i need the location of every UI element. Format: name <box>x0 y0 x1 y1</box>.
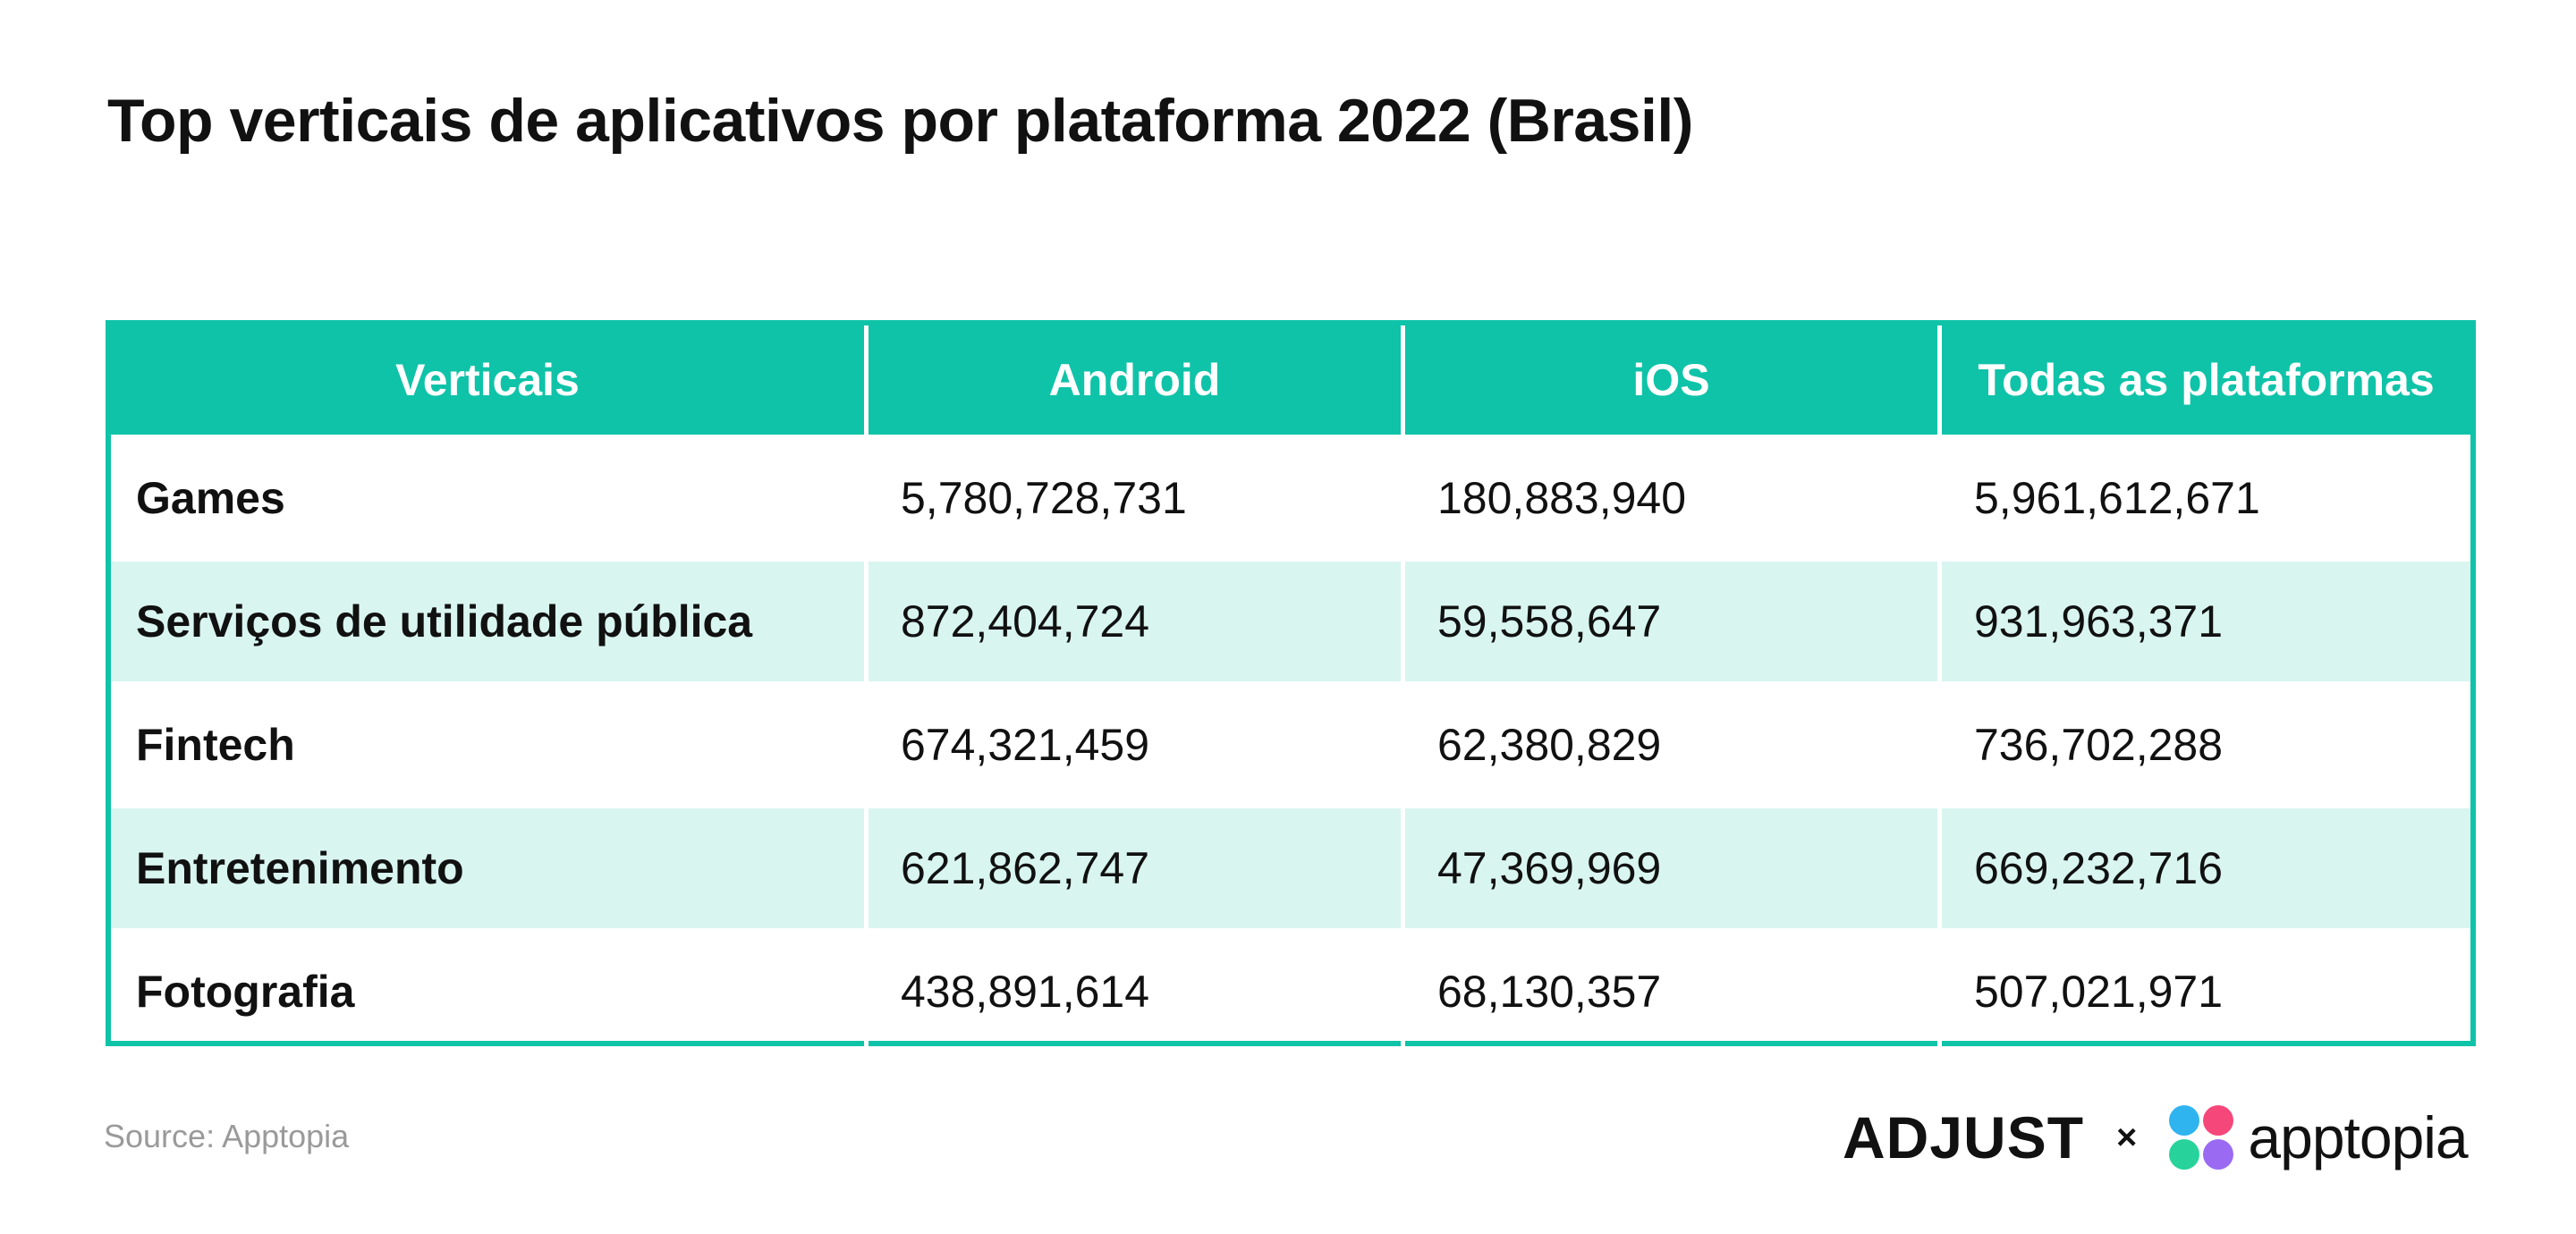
source-note: Source: Apptopia <box>104 1118 350 1154</box>
page-title: Top verticais de aplicativos por platafo… <box>107 87 1693 155</box>
cell-vertical: Serviços de utilidade pública <box>111 558 864 681</box>
cell-ios: 47,369,969 <box>1401 805 1937 928</box>
table-row: Entretenimento 621,862,747 47,369,969 66… <box>111 805 2470 928</box>
apptopia-petal-green <box>2169 1139 2200 1170</box>
cell-vertical: Entretenimento <box>111 805 864 928</box>
table-row: Fotografia 438,891,614 68,130,357 507,02… <box>111 928 2470 1052</box>
cell-total: 507,021,971 <box>1937 928 2470 1052</box>
column-header-verticais: Verticais <box>111 325 864 435</box>
cell-vertical: Games <box>111 435 864 558</box>
logo-separator: × <box>2116 1117 2138 1157</box>
cell-total: 736,702,288 <box>1937 681 2470 805</box>
column-header-todas: Todas as plataformas <box>1937 325 2470 435</box>
cell-ios: 59,558,647 <box>1401 558 1937 681</box>
data-table: Verticais Android iOS Todas as plataform… <box>106 320 2476 1052</box>
table-header-row: Verticais Android iOS Todas as plataform… <box>111 325 2470 435</box>
apptopia-petal-blue <box>2169 1105 2200 1136</box>
adjust-logo: ADJUST <box>1843 1104 2085 1171</box>
cell-total: 5,961,612,671 <box>1937 435 2470 558</box>
table-row: Fintech 674,321,459 62,380,829 736,702,2… <box>111 681 2470 805</box>
cell-ios: 62,380,829 <box>1401 681 1937 805</box>
cell-android: 872,404,724 <box>864 558 1401 681</box>
cell-android: 5,780,728,731 <box>864 435 1401 558</box>
cell-total: 931,963,371 <box>1937 558 2470 681</box>
cell-total: 669,232,716 <box>1937 805 2470 928</box>
partner-logos: ADJUST × apptopia <box>1843 1093 2469 1182</box>
cell-ios: 180,883,940 <box>1401 435 1937 558</box>
apptopia-petal-purple <box>2203 1139 2234 1170</box>
cell-ios: 68,130,357 <box>1401 928 1937 1052</box>
cell-android: 674,321,459 <box>864 681 1401 805</box>
cell-vertical: Fotografia <box>111 928 864 1052</box>
column-header-ios: iOS <box>1401 325 1937 435</box>
table-row: Serviços de utilidade pública 872,404,72… <box>111 558 2470 681</box>
apptopia-petal-icon <box>2169 1105 2234 1170</box>
apptopia-logo: apptopia <box>2248 1104 2468 1171</box>
cell-vertical: Fintech <box>111 681 864 805</box>
cell-android: 621,862,747 <box>864 805 1401 928</box>
cell-android: 438,891,614 <box>864 928 1401 1052</box>
apptopia-petal-pink <box>2203 1105 2234 1136</box>
column-header-android: Android <box>864 325 1401 435</box>
table-row: Games 5,780,728,731 180,883,940 5,961,61… <box>111 435 2470 558</box>
